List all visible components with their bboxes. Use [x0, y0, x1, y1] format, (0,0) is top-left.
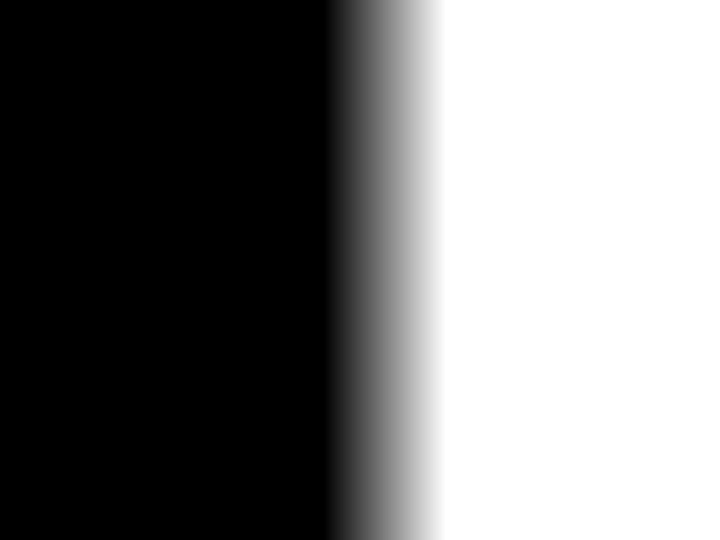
Text: RANK: RANK [255, 257, 294, 270]
Text: yes: yes [424, 360, 446, 373]
Ellipse shape [440, 212, 574, 234]
Bar [157, 380, 472, 406]
Text: 2: 2 [363, 334, 371, 347]
Bar [416, 389, 623, 462]
Bar [433, 111, 581, 179]
Text: Process (1): Model Construction: Process (1): Model Construction [118, 79, 620, 107]
Text: NAME: NAME [164, 257, 205, 270]
Text: Professor: Professor [218, 334, 276, 347]
Text: Bill: Bill [163, 334, 181, 347]
Text: no: no [428, 413, 443, 426]
Ellipse shape [179, 211, 302, 231]
Text: Jim: Jim [163, 360, 181, 373]
Text: 7: 7 [363, 360, 371, 373]
Text: no: no [428, 281, 443, 294]
Ellipse shape [179, 130, 302, 150]
Text: Classification
Algorithms: Classification Algorithms [455, 130, 559, 160]
Text: yes: yes [424, 308, 446, 321]
Text: no: no [428, 386, 443, 399]
Text: 7: 7 [363, 308, 371, 321]
FancyArrow shape [303, 156, 414, 210]
Bar [157, 327, 472, 353]
Text: Training
Data: Training Data [212, 167, 269, 195]
Text: Assistant Prof: Assistant Prof [218, 386, 303, 399]
Text: YEARS: YEARS [344, 257, 390, 270]
Text: TENURED: TENURED [402, 257, 468, 270]
Text: Assistant Prof: Assistant Prof [218, 281, 303, 294]
Text: Associate Prof: Associate Prof [218, 360, 307, 373]
Text: Mary: Mary [163, 308, 194, 321]
Bar [157, 353, 472, 380]
Text: 6: 6 [363, 386, 371, 399]
Bar [179, 140, 302, 221]
Text: Mike: Mike [163, 281, 192, 294]
Text: Anne: Anne [163, 413, 194, 426]
Text: IF rank = ‘professor’
OR years ≥ 6
THEN tenured = ‘yes’: IF rank = ‘professor’ OR years ≥ 6 THEN … [425, 405, 575, 456]
Text: Assistant Prof: Assistant Prof [218, 308, 303, 321]
Bar [157, 252, 472, 275]
FancyArrow shape [496, 179, 518, 217]
Bar [157, 301, 472, 327]
Text: yes: yes [424, 334, 446, 347]
Text: 3: 3 [363, 413, 371, 426]
Text: Classifier
(Model): Classifier (Model) [474, 248, 539, 276]
Text: 3: 3 [363, 281, 371, 294]
Text: Associate Prof: Associate Prof [218, 413, 307, 426]
Bar [157, 406, 472, 432]
Text: Dave: Dave [163, 386, 195, 399]
Text: 5: 5 [625, 458, 634, 472]
Bar [157, 275, 472, 301]
Ellipse shape [440, 288, 574, 310]
Bar [440, 223, 574, 299]
